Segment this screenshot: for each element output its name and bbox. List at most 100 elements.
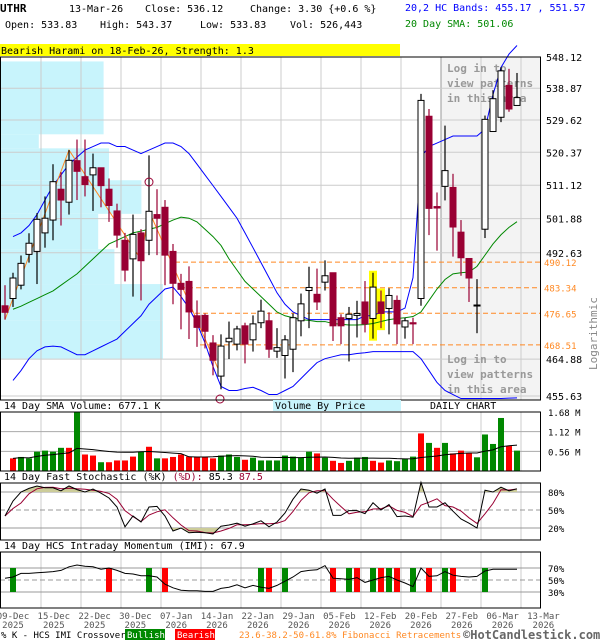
candle-bullish [89, 167, 97, 176]
price-panel-border [0, 56, 541, 401]
candle-bearish [313, 293, 321, 303]
candle-bearish [97, 167, 105, 187]
volume-by-price-bar [1, 320, 163, 359]
imi-panel: 70%50%30%09-Dec202515-Dec202522-Dec20253… [0, 551, 565, 631]
stochastic-tick-label: 80% [548, 489, 565, 499]
bands-legend: 20,2 HC Bands: 455.17 , 551.57 [405, 3, 586, 14]
change-value: Change: 3.30 {+0.6 %} [250, 4, 376, 15]
price-tick-label: 529.62 [546, 116, 582, 127]
volume-by-price-bar [1, 284, 163, 321]
vbp-label-bg [273, 400, 401, 411]
volume-bar [90, 455, 96, 471]
date-tick-label: 14-Jan [201, 612, 234, 622]
candle-bullish [249, 323, 257, 341]
lower-band-line [12, 286, 518, 400]
volume-bar [266, 460, 272, 471]
volume-bar [170, 456, 176, 471]
imi-crossover-bullish [10, 568, 16, 592]
volume-bar [290, 456, 296, 471]
stoch-d-value: 87.5 [239, 472, 263, 483]
price-tick-label: 455.63 [546, 392, 582, 403]
candle-bearish [161, 206, 169, 256]
overbought-fill [5, 483, 517, 492]
volume-bar [186, 456, 192, 471]
stochastic-tick-label: 20% [548, 525, 565, 535]
oversold-fill [5, 528, 517, 534]
volume-bar [250, 457, 256, 471]
volume-bar [10, 458, 16, 471]
volume-bar [474, 457, 480, 471]
date-tick-label: 22-Jan [242, 612, 275, 622]
candle-bullish [65, 159, 73, 203]
candle-bullish [33, 218, 41, 252]
candle-bullish [497, 70, 505, 118]
date-tick-label: 13-Mar [527, 612, 560, 622]
volume-panel: 1.68 M 1.12 M 0.56 M [0, 409, 581, 472]
login-prompt-bottom: Log in to [447, 353, 507, 366]
volume-bar [298, 457, 304, 471]
volume-bar [18, 456, 24, 471]
candle-bearish [57, 188, 65, 201]
volume-bar [34, 451, 40, 471]
volume-bar [138, 451, 144, 471]
candle-bearish [81, 176, 89, 186]
volume-bar [226, 454, 232, 471]
candle-bullish [233, 328, 241, 345]
fib-level-label: 468.51 [544, 342, 577, 352]
volume-bar [274, 460, 280, 471]
swing-high-marker-icon [144, 177, 154, 187]
candle-bearish [73, 160, 81, 172]
imi-title: 14 Day HCS Intraday Momentum (IMI): 67.9 [4, 541, 245, 552]
price-tick-label: 492.63 [546, 249, 582, 260]
volume-bar [506, 446, 512, 471]
sma-legend: 20 Day SMA: 501.06 [405, 19, 513, 30]
candle-bearish [377, 301, 385, 314]
stochastic-k-line [4, 480, 518, 535]
year-tick-label: 2026 [451, 621, 473, 631]
daily-chart-label: DAILY CHART [430, 401, 496, 412]
candle-bearish [1, 305, 9, 313]
year-tick-label: 2026 [247, 621, 269, 631]
imi-crossover-bullish [410, 568, 416, 592]
candle-bullish [417, 99, 425, 300]
volume-bar [58, 447, 64, 471]
volume-bar [378, 462, 384, 471]
candle-bullish [369, 286, 377, 319]
imi-crossover-bullish [258, 568, 264, 592]
stoch-k-value: 85.3 [209, 472, 233, 483]
candle-bearish [329, 272, 337, 327]
candle-bullish [41, 217, 49, 234]
candle-bullish [281, 339, 289, 357]
volume-bar [330, 460, 336, 471]
imi-panel-border [0, 551, 541, 609]
copyright[interactable]: ©HotCandlestick.com [463, 628, 600, 640]
volume-bar [82, 454, 88, 471]
volume-bar [442, 442, 448, 471]
volume-bar [394, 461, 400, 471]
year-tick-label: 2026 [288, 621, 310, 631]
volume-tick-label: 1.12 M [548, 429, 581, 439]
candle-bullish [305, 286, 313, 292]
candle-bearish [337, 317, 345, 327]
price-tick-label: 501.88 [546, 215, 582, 226]
volume-bar [322, 457, 328, 471]
date-tick-label: 07-Jan [160, 612, 193, 622]
candle-bearish [193, 315, 201, 328]
candle-bullish [225, 337, 233, 343]
candle-bearish [425, 115, 433, 209]
candle-bearish [505, 84, 513, 110]
candle-bullish [217, 345, 225, 377]
login-prompt-bottom: view patterns [447, 368, 533, 381]
candle-bearish [113, 210, 121, 236]
close-value: Close: 536.12 [145, 4, 223, 15]
date-tick-label: 05-Feb [323, 612, 356, 622]
date-tick-label: 27-Feb [446, 612, 479, 622]
volume-title: 14 Day SMA Volume: 677.1 K [4, 401, 161, 412]
volume-bar [202, 456, 208, 471]
imi-crossover-bullish [482, 568, 488, 592]
year-tick-label: 2026 [329, 621, 351, 631]
volume-by-price-bar [1, 61, 104, 135]
volume-bar [386, 460, 392, 471]
candle-bullish [481, 118, 489, 230]
volume-tick-label: 1.68 M [548, 409, 581, 419]
